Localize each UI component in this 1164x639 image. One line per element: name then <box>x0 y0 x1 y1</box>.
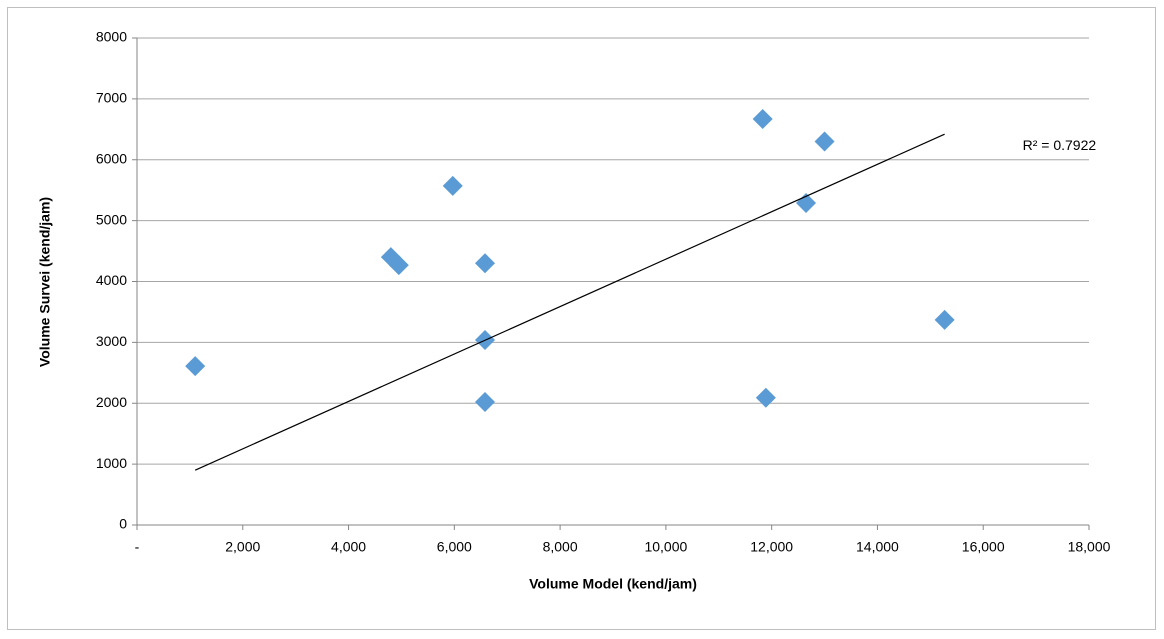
x-axis-title: Volume Model (kend/jam) <box>529 576 697 592</box>
x-tick-label: - <box>135 539 140 555</box>
y-axis-title: Volume Survei (kend/jam) <box>37 197 53 367</box>
x-tick-label: 14,000 <box>856 539 899 555</box>
point <box>752 108 773 129</box>
x-tick-label: 8,000 <box>543 539 578 555</box>
x-tick-label: 16,000 <box>962 539 1005 555</box>
point <box>442 175 463 196</box>
point <box>814 131 835 152</box>
y-tick-label: 4000 <box>96 272 127 288</box>
chart-border <box>7 7 1156 630</box>
point <box>185 356 206 377</box>
y-tick-label: 7000 <box>96 90 127 106</box>
x-tick-label: 6,000 <box>437 539 472 555</box>
x-tick-label: 18,000 <box>1068 539 1111 555</box>
y-tick-label: 2000 <box>96 394 127 410</box>
point <box>388 255 409 276</box>
y-tick-label: 5000 <box>96 211 127 227</box>
y-tick-label: 1000 <box>96 455 127 471</box>
trendline <box>194 133 945 471</box>
x-tick-label: 12,000 <box>750 539 793 555</box>
y-tick-label: 8000 <box>96 29 127 45</box>
trendline-label: R² = 0.7922 <box>1023 137 1097 153</box>
y-tick-label: 6000 <box>96 150 127 166</box>
point <box>934 309 955 330</box>
point <box>475 392 496 413</box>
x-tick-label: 10,000 <box>644 539 687 555</box>
point <box>755 387 776 408</box>
x-tick-label: 2,000 <box>225 539 260 555</box>
x-tick-label: 4,000 <box>331 539 366 555</box>
y-tick-label: 0 <box>119 516 127 532</box>
point <box>475 253 496 274</box>
y-tick-label: 3000 <box>96 333 127 349</box>
